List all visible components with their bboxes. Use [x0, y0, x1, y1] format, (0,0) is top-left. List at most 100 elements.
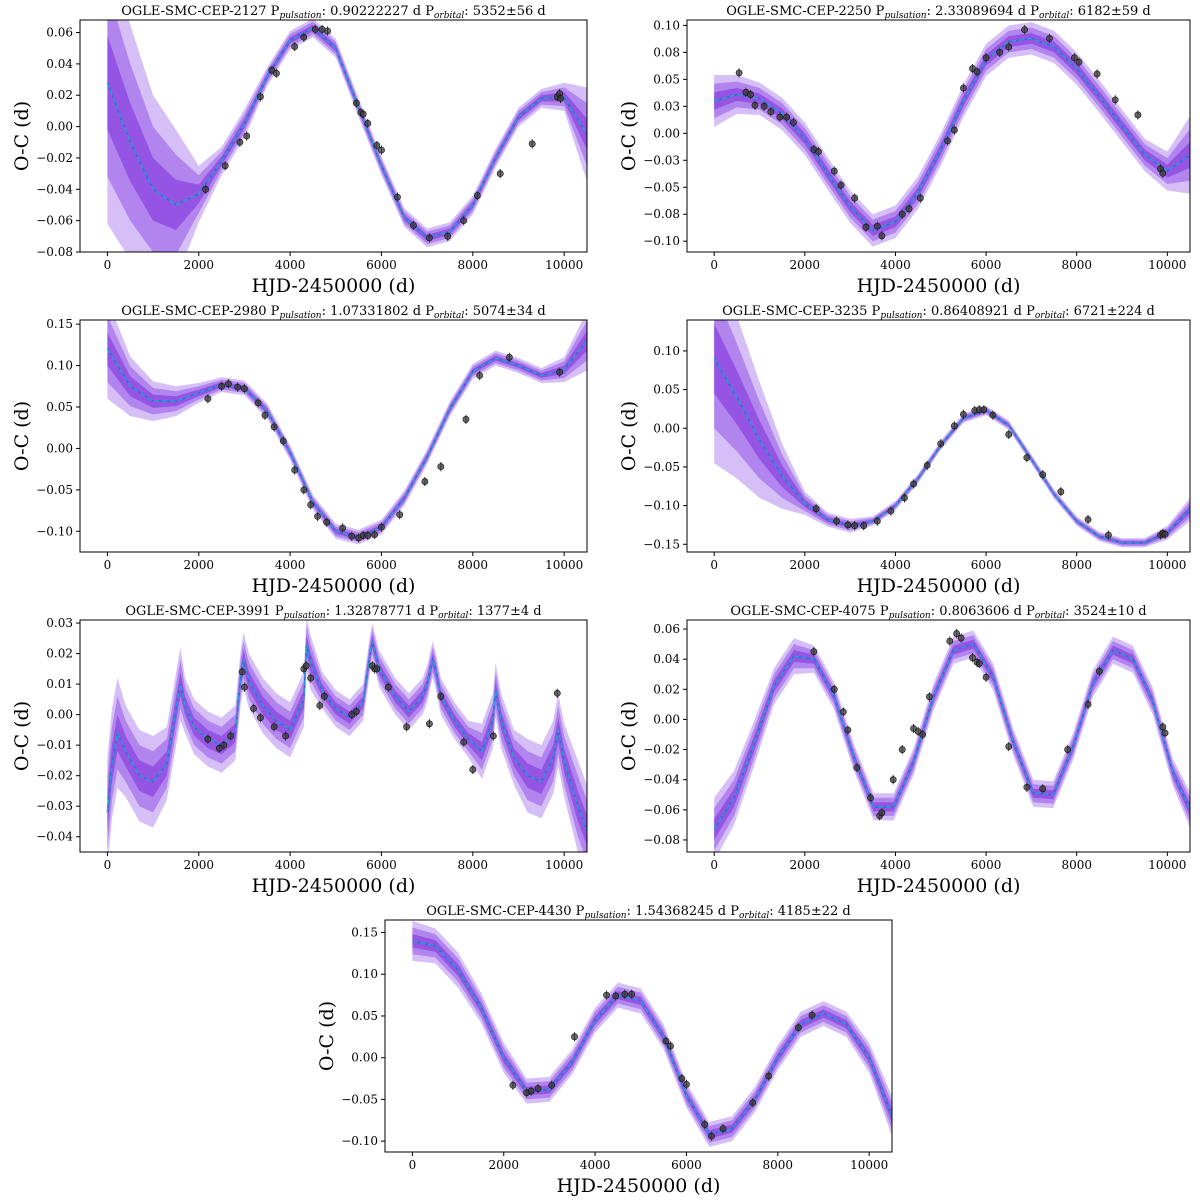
x-tick-label: 6000 [971, 858, 1002, 872]
x-tick-label: 8000 [458, 558, 489, 572]
data-point [862, 223, 870, 231]
credible-band-inner [412, 934, 892, 1139]
data-point [867, 794, 874, 802]
data-point [403, 723, 410, 731]
data-point [437, 692, 445, 700]
data-point [878, 809, 886, 817]
data-point [571, 1033, 578, 1041]
data-point [873, 517, 881, 525]
y-tick-label: 0.02 [46, 647, 73, 661]
plot-area [106, 620, 587, 852]
data-point [1071, 54, 1078, 62]
data-point [339, 524, 347, 532]
data-point [1023, 783, 1031, 791]
y-tick-label: 0.15 [351, 926, 378, 940]
data-point [444, 232, 452, 240]
chart-panel-7: 0 2000 4000 6000 8000 10000 −0.10 −0.05 0.00 0.05… [316, 904, 893, 1197]
data-point [837, 181, 845, 189]
data-point [373, 665, 381, 673]
y-tick-label: −0.05 [643, 460, 680, 474]
data-point [950, 126, 958, 134]
data-point [241, 385, 248, 393]
y-tick-label: 0.00 [653, 126, 680, 140]
data-point [790, 119, 797, 126]
y-tick-label: 0.03 [653, 99, 680, 113]
x-tick-label: 0 [710, 858, 718, 872]
data-point [973, 68, 981, 76]
y-tick-label: 0.00 [653, 421, 680, 435]
x-tick-label: 10000 [850, 1158, 888, 1172]
y-tick-label: −0.05 [341, 1092, 378, 1106]
plot-area [713, 320, 1190, 548]
x-tick-label: 2000 [790, 558, 821, 572]
data-point [323, 518, 331, 526]
data-point [1075, 58, 1083, 66]
y-tick-label: 0.10 [653, 344, 680, 358]
data-point [307, 674, 315, 682]
data-point [316, 702, 324, 709]
x-tick-label: 10000 [1148, 558, 1186, 572]
data-point [270, 423, 278, 431]
median-curve [713, 358, 1190, 544]
chart-title: OGLE-SMC-CEP-2250 Ppulsation: 2.33089694… [726, 4, 1150, 21]
data-point [243, 132, 251, 140]
x-tick-label: 0 [710, 258, 718, 272]
credible-band-middle [412, 927, 892, 1143]
data-point [548, 1081, 556, 1089]
data-point [527, 1087, 535, 1095]
data-point [1046, 34, 1053, 42]
data-point [384, 683, 392, 691]
data-point [969, 654, 976, 662]
credible-band-middle [107, 320, 587, 543]
credible-band-inner [107, 635, 587, 846]
chart-panel-6: 0 2000 4000 6000 8000 10000 −0.08 −0.06 −0.04 −0.… [618, 604, 1191, 897]
data-point [989, 411, 997, 419]
data-point [1064, 746, 1072, 753]
y-tick-label: 0.10 [351, 967, 378, 981]
data-point [889, 776, 897, 784]
data-point [898, 746, 906, 753]
data-point [946, 637, 954, 645]
data-point [364, 120, 372, 127]
x-tick-label: 4000 [880, 258, 911, 272]
data-point [678, 1075, 686, 1082]
data-point [496, 170, 504, 178]
y-tick-label: 0.05 [653, 383, 680, 397]
credible-band-outer [714, 320, 1190, 548]
data-point [279, 437, 287, 445]
data-point [314, 512, 321, 520]
y-tick-label: 0.02 [46, 88, 73, 102]
data-point [853, 764, 861, 772]
x-axis-label: HJD-2450000 (d) [252, 275, 416, 297]
data-point [394, 193, 401, 201]
y-axis-label: O-C (d) [316, 1001, 338, 1071]
chart-title: OGLE-SMC-CEP-4430 Ppulsation: 1.54368245… [426, 904, 850, 921]
axes-frame [79, 619, 588, 853]
data-point [302, 662, 310, 670]
data-point [975, 660, 983, 668]
data-point [204, 735, 212, 743]
data-point [320, 692, 328, 700]
data-point [476, 372, 484, 379]
data-point [851, 522, 859, 530]
data-point [460, 738, 468, 746]
y-tick-label: −0.05 [36, 483, 73, 497]
data-point [953, 630, 961, 637]
data-point [901, 494, 908, 502]
data-point [810, 648, 818, 656]
plot-area [713, 628, 1190, 852]
x-tick-label: 4000 [275, 258, 306, 272]
y-tick-label: −0.10 [643, 234, 680, 248]
y-tick-label: −0.15 [643, 537, 680, 551]
data-point [1093, 70, 1101, 78]
data-point [873, 222, 881, 230]
chart-title: OGLE-SMC-CEP-2127 Ppulsation: 0.90222227… [121, 4, 545, 21]
data-point [348, 532, 356, 540]
axes-frame [384, 919, 893, 1153]
credible-band-middle [714, 27, 1190, 242]
chart-panel-5: 0 2000 4000 6000 8000 10000 −0.04 −0.03 −0.02 −0.… [11, 604, 588, 897]
data-point [426, 720, 433, 728]
y-tick-label: −0.04 [36, 830, 73, 844]
x-tick-label: 6000 [671, 1158, 702, 1172]
